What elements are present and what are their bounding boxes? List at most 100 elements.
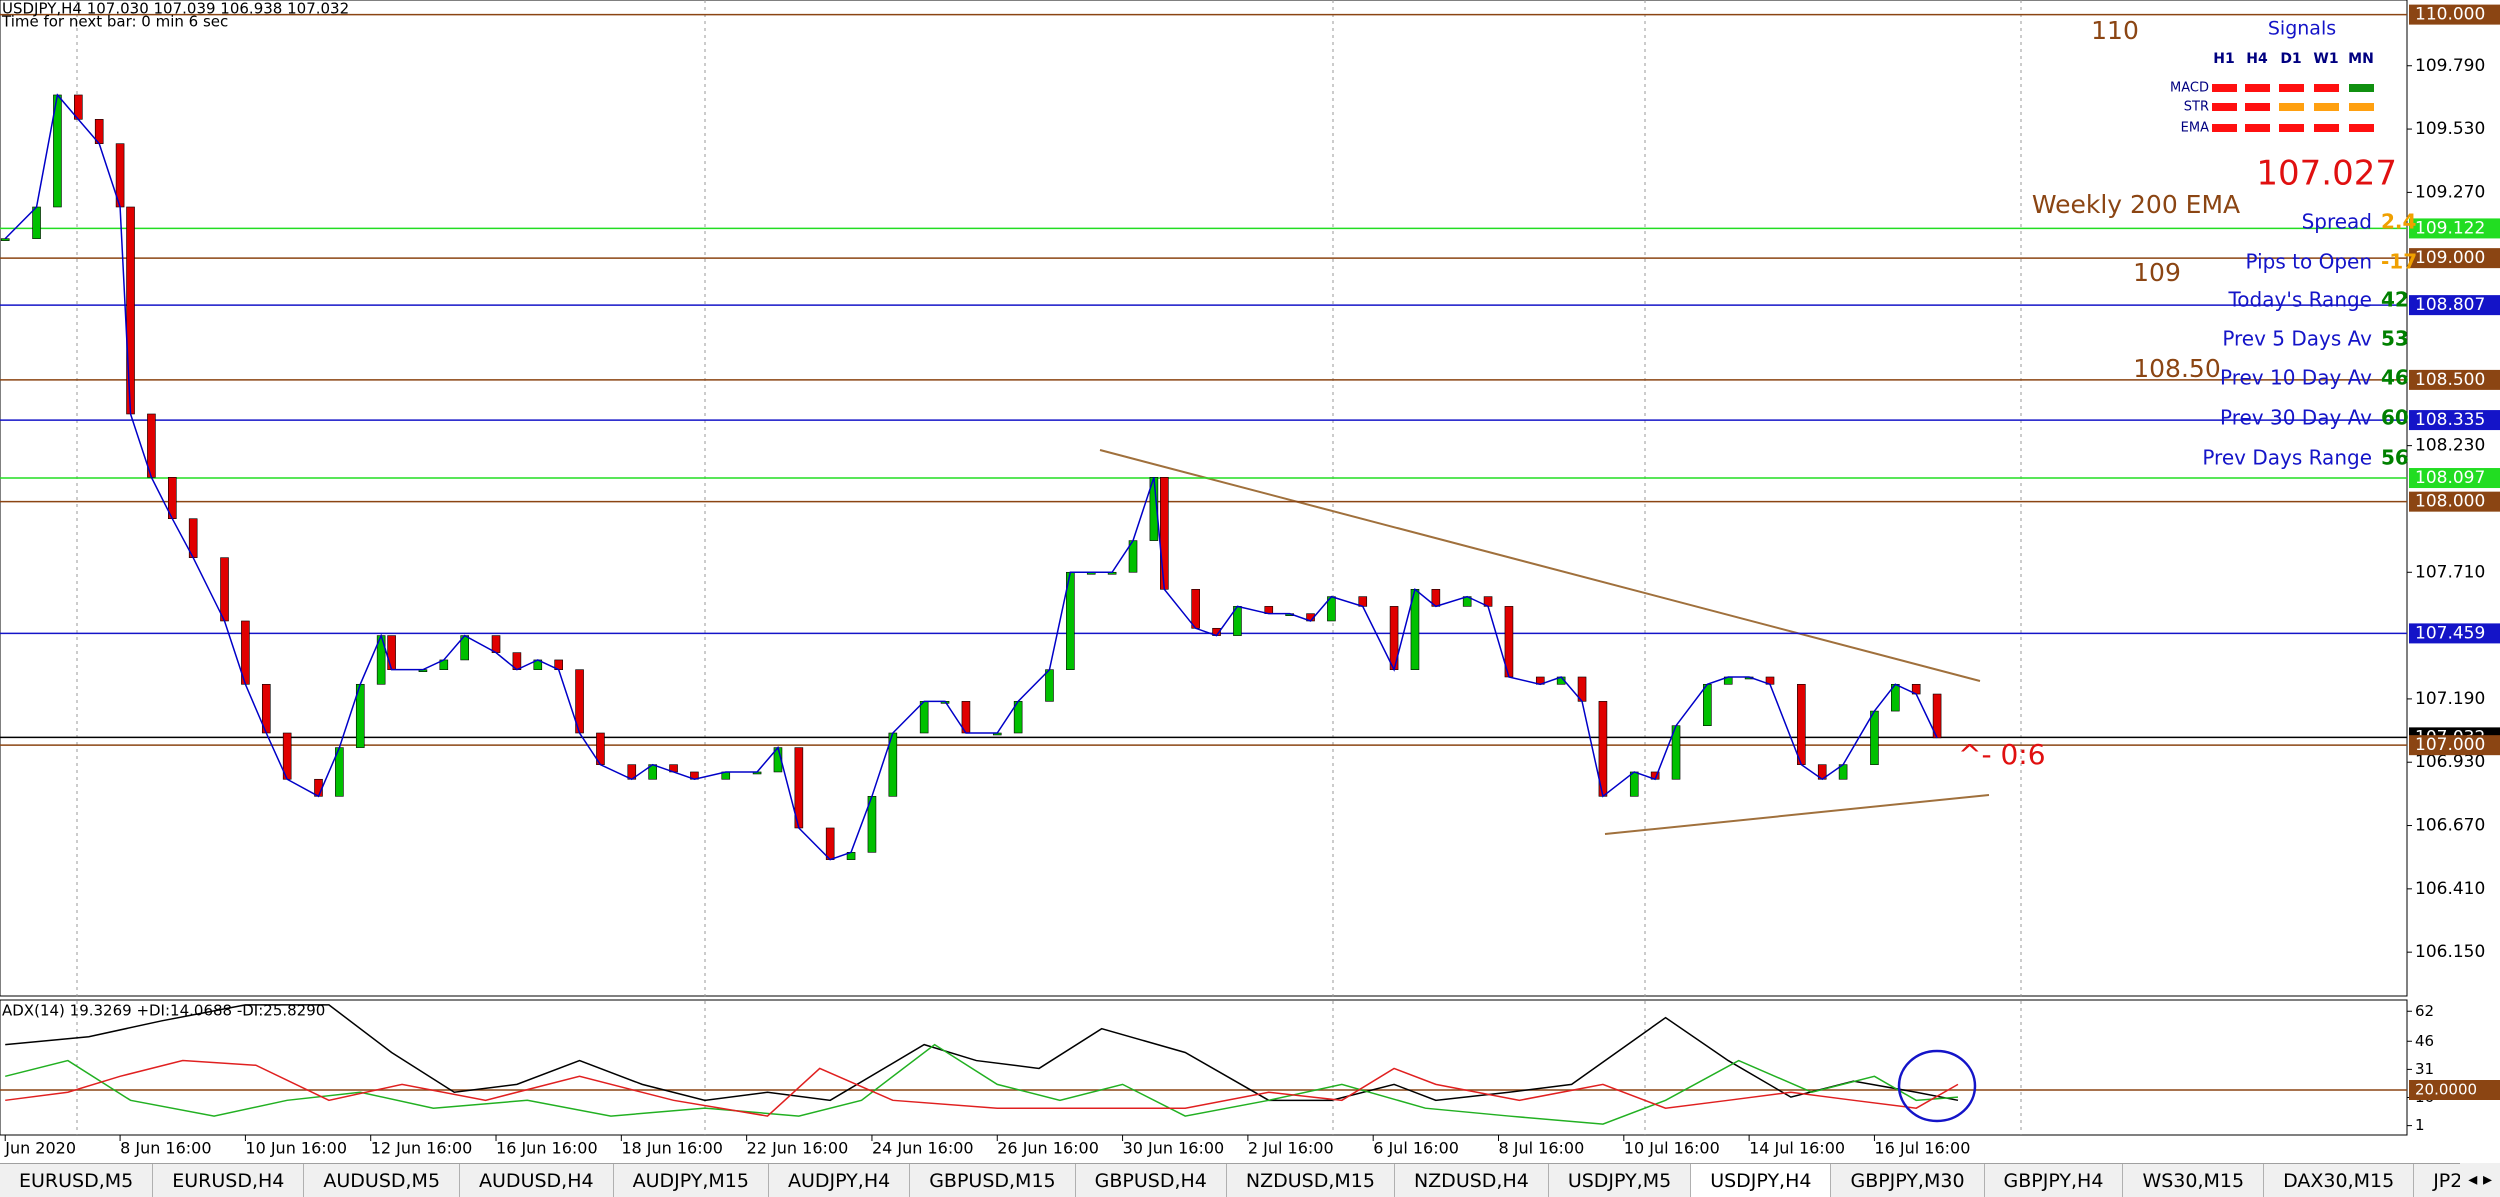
stat-label: Spread (2302, 210, 2372, 234)
ema-note: Weekly 200 EMA (2032, 190, 2240, 219)
level-tag (2409, 468, 2500, 489)
current-price: 107.027 (2256, 154, 2397, 194)
chart-tab[interactable]: GBPJPY,M30 (1831, 1164, 1985, 1197)
signal-column: H4 (2246, 51, 2268, 67)
chart-tab[interactable]: GBPJPY,H4 (1985, 1164, 2124, 1197)
signal-box (2349, 124, 2374, 132)
signal-box (2245, 84, 2270, 92)
candle-body (220, 557, 229, 622)
symbol-line: USDJPY,H4 107.030 107.039 106.938 107.03… (2, 0, 349, 18)
y-tick-label: 109.530 (2415, 119, 2485, 139)
level-tag (2409, 410, 2500, 431)
signal-column: D1 (2280, 51, 2301, 67)
x-tick-label: 18 Jun 16:00 (621, 1139, 723, 1158)
chart-tab[interactable]: WS30,M15 (2123, 1164, 2265, 1197)
signal-box (2314, 84, 2339, 92)
chart-tab[interactable]: DAX30,M15 (2264, 1164, 2415, 1197)
y-tick-label: 108.230 (2415, 436, 2485, 456)
stat-value: 53 (2381, 327, 2409, 351)
stat-value: 46 (2381, 366, 2409, 390)
y-tick-label: 46 (2415, 1032, 2434, 1050)
signal-box (2245, 103, 2270, 111)
level-tag (2409, 369, 2500, 390)
candle-body (1045, 669, 1054, 702)
x-tick-label: 26 Jun 16:00 (997, 1139, 1099, 1158)
chart-tab[interactable]: USDJPY,H4 (1691, 1164, 1832, 1197)
adx-plot (0, 999, 2408, 1136)
stat-value: 42 (2381, 288, 2409, 312)
overlay: H1 H4 D1 W1 MN MACD STR EMA Spread 2.4 Pips to Ope… (2170, 51, 2417, 470)
candle-body (387, 635, 396, 670)
candle-body (1703, 683, 1712, 726)
level-tag (2409, 491, 2500, 512)
x-tick-label: 24 Jun 16:00 (872, 1139, 974, 1158)
candle-body (1870, 710, 1879, 765)
main-layer: 109.790 109.530 109.270 108.230 107.710 107.1… (0, 4, 2500, 962)
chart-tab[interactable]: AUDUSD,M5 (304, 1164, 461, 1197)
level-label: 109.122 (2415, 218, 2485, 238)
adx-layer: 62463116120.0000 (0, 1002, 2500, 1134)
signal-column: MN (2348, 51, 2374, 67)
stat-label: Pips to Open (2245, 250, 2372, 274)
candle-body (0, 238, 10, 241)
level-label: 108.335 (2415, 410, 2485, 430)
level-tag (2409, 735, 2500, 756)
x-tick-label: 16 Jul 16:00 (1874, 1139, 1970, 1158)
signal-column: W1 (2313, 51, 2338, 67)
level-label: 20.0000 (2415, 1081, 2477, 1099)
stat-value: -17 (2381, 250, 2417, 274)
chart-tab[interactable]: EURUSD,M5 (0, 1164, 154, 1197)
signal-box (2349, 84, 2374, 92)
x-tick-label: 8 Jun 16:00 (120, 1139, 211, 1158)
signal-box (2245, 124, 2270, 132)
x-tick-label: 12 Jun 16:00 (371, 1139, 473, 1158)
level-tag (2409, 623, 2500, 644)
level-note: 109 (2133, 258, 2181, 287)
tab-bar: EURUSD,M5 EURUSD,H4 AUDUSD,M5 AUDUSD,H4 AUDJ… (0, 1163, 2500, 1197)
x-tick-label: 22 Jun 16:00 (747, 1139, 849, 1158)
trend-line (1099, 449, 1981, 682)
stat-label: Prev 10 Day Av (2220, 366, 2372, 390)
y-tick-label: 109.790 (2415, 56, 2485, 76)
stat-label: Prev 30 Day Av (2220, 406, 2372, 430)
x-tick-label: 30 Jun 16:00 (1123, 1139, 1225, 1158)
chart-tab[interactable]: AUDJPY,M15 (614, 1164, 769, 1197)
level-tag (2409, 295, 2500, 316)
y-tick-label: 1 (2415, 1116, 2425, 1134)
signal-box (2279, 124, 2304, 132)
trend-line (1604, 794, 1990, 835)
level-label: 110.000 (2415, 5, 2485, 25)
x-tick-label: 10 Jun 16:00 (245, 1139, 347, 1158)
chart-tab[interactable]: NZDUSD,M15 (1227, 1164, 1395, 1197)
signal-box (2212, 84, 2237, 92)
candle-body (1797, 683, 1806, 765)
chart-tab[interactable]: GBPUSD,M15 (910, 1164, 1076, 1197)
level-note: 108.50 (2133, 354, 2220, 383)
level-label: 109.000 (2415, 248, 2485, 268)
stat-value: 56 (2381, 446, 2409, 470)
signal-column: H1 (2213, 51, 2234, 67)
signal-box (2349, 103, 2374, 111)
level-tag (2409, 248, 2500, 269)
chart-tab[interactable]: AUDUSD,H4 (460, 1164, 614, 1197)
level-tag (2409, 1080, 2500, 1100)
candle-body (1629, 771, 1639, 797)
signal-box (2279, 103, 2304, 111)
level-tag (2409, 218, 2500, 239)
x-tick-label: 10 Jul 16:00 (1624, 1139, 1720, 1158)
chart-tab[interactable]: USDJPY,M5 (1549, 1164, 1692, 1197)
signal-row-label: MACD (2170, 81, 2209, 96)
tab-scroll[interactable]: ◂ ▸ (2460, 1163, 2500, 1197)
chart-tab[interactable]: NZDUSD,H4 (1395, 1164, 1549, 1197)
chart-tab[interactable]: EURUSD,H4 (153, 1164, 305, 1197)
chart-tab[interactable]: GBPUSD,H4 (1076, 1164, 1227, 1197)
x-tick-label: 14 Jul 16:00 (1749, 1139, 1845, 1158)
period-separators (76, 0, 2022, 1135)
adx-title: ADX(14) 19.3269 +DI:14.0688 -DI:25.8290 (2, 1002, 325, 1020)
y-tick-label: 107.710 (2415, 562, 2485, 582)
level-label: 108.500 (2415, 370, 2485, 390)
chart-tab[interactable]: AUDJPY,H4 (769, 1164, 911, 1197)
y-tick-label: 106.670 (2415, 816, 2485, 836)
candle-body (1160, 477, 1169, 590)
y-tick-label: 106.930 (2415, 752, 2485, 772)
